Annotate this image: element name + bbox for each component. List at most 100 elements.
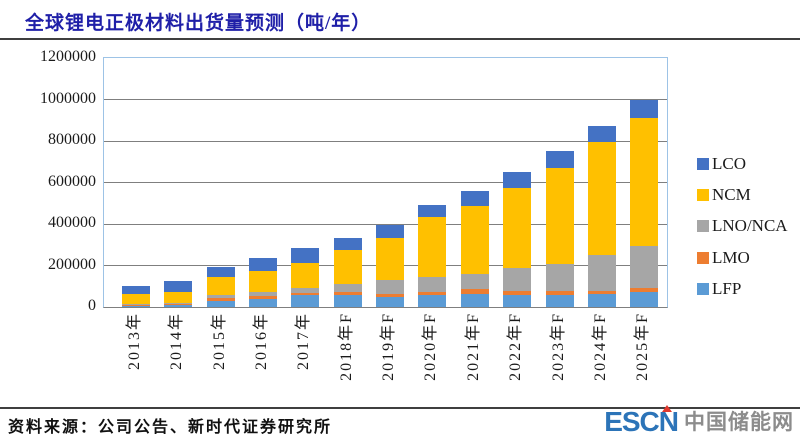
bar-segment-LFP (587, 293, 616, 307)
bar-segment-LNO/NCA (333, 284, 362, 293)
chart-title: 全球锂电正极材料出货量预测（吨/年） (25, 13, 372, 34)
x-axis-label-2015年: 2015年 (210, 312, 228, 371)
bar-2014年 (164, 58, 193, 307)
bar-segment-NCM (291, 262, 320, 288)
bar-2021年F (460, 58, 489, 307)
bar-segment-LMO (164, 303, 193, 306)
escn-site-name: 中国储能网 (684, 411, 794, 434)
legend-swatch-LMO (697, 251, 709, 264)
escn-logo: ESCN 中国储能网 (604, 405, 794, 436)
bar-segment-LFP (291, 295, 320, 307)
bar-segment-LFP (460, 293, 489, 307)
y-tick-label: 400000 (48, 214, 96, 231)
legend-swatch-LCO (697, 158, 709, 170)
bar-segment-LFP (545, 295, 574, 307)
y-tick-label: 800000 (48, 131, 96, 148)
x-axis-label-2021年F: 2021年F (464, 312, 482, 381)
x-axis-label-2025年F: 2025年F (634, 312, 652, 381)
bar-segment-NCM (503, 187, 532, 268)
bar-segment-LNO/NCA (164, 302, 193, 304)
bar-segment-NCM (376, 237, 405, 281)
bar-2018年F (333, 58, 362, 307)
bar-segment-NCM (460, 206, 489, 274)
legend-item-NCM: NCM (697, 183, 751, 207)
title-divider (0, 38, 800, 40)
bar-segment-LFP (206, 301, 235, 307)
bar-segment-NCM (587, 142, 616, 256)
footer-divider (0, 407, 800, 409)
bar-segment-LFP (503, 294, 532, 307)
source-note: 资料来源：公司公告、新时代证券研究所 (8, 419, 333, 436)
bar-segment-LMO (333, 292, 362, 296)
x-axis-label-2023年F: 2023年F (549, 312, 567, 381)
legend-label-LMO: LMO (712, 247, 750, 267)
y-tick-label: 1000000 (40, 89, 96, 107)
bar-segment-LCO (630, 99, 659, 119)
legend-item-LNO/NCA: LNO/NCA (697, 214, 788, 238)
bar-segment-LMO (291, 292, 320, 296)
legend-label-LNO/NCA: LNO/NCA (712, 216, 788, 236)
bar-segment-LNO/NCA (249, 292, 278, 297)
bar-segment-LMO (206, 297, 235, 302)
x-axis-label-2022年F: 2022年F (507, 312, 525, 381)
gridline-800000 (104, 140, 667, 142)
bar-segment-LNO/NCA (503, 267, 532, 292)
bar-segment-NCM (206, 277, 235, 296)
bar-segment-NCM (122, 294, 150, 304)
bar-segment-LMO (460, 289, 489, 294)
bar-segment-NCM (164, 292, 193, 303)
bar-2015年 (206, 58, 235, 307)
bar-segment-LCO (418, 205, 447, 218)
y-tick-label: 1200000 (40, 48, 96, 65)
gridline-400000 (104, 223, 667, 225)
bar-segment-LCO (291, 247, 320, 263)
bar-segment-LNO/NCA (630, 245, 659, 289)
x-axis-label-2016年: 2016年 (253, 312, 271, 371)
bar-segment-LMO (630, 288, 659, 292)
legend-item-LCO: LCO (697, 152, 746, 176)
bar-segment-LNO/NCA (545, 263, 574, 292)
bar-segment-NCM (333, 250, 362, 285)
chart-legend: LCO NCM LNO/NCA LMO LFP (684, 0, 800, 320)
bar-segment-LFP (333, 295, 362, 307)
legend-label-LFP: LFP (712, 278, 742, 298)
bar-segment-LFP (376, 297, 405, 307)
plot-area (103, 57, 668, 308)
legend-label-LCO: LCO (712, 154, 746, 173)
bar-segment-LNO/NCA (291, 287, 320, 293)
bar-segment-LCO (587, 126, 616, 143)
bar-segment-NCM (545, 167, 574, 264)
legend-item-LMO: LMO (697, 246, 750, 270)
bar-2024年F (587, 58, 616, 307)
x-axis-label-2019年F: 2019年F (380, 312, 398, 381)
y-tick-label: 0 (88, 297, 96, 314)
y-tick-label: 600000 (48, 172, 96, 190)
bar-2023年F (545, 58, 574, 307)
bar-segment-LMO (249, 296, 278, 299)
legend-swatch-LNO/NCA (697, 220, 709, 233)
legend-swatch-NCM (697, 189, 709, 202)
bar-2022年F (503, 58, 532, 307)
bar-segment-LMO (587, 290, 616, 294)
bar-segment-LFP (630, 291, 659, 307)
bar-segment-LFP (249, 298, 278, 307)
legend-label-NCM: NCM (712, 185, 751, 205)
x-axis-label-2017年: 2017年 (295, 312, 313, 371)
bar-segment-LCO (206, 266, 235, 278)
bar-2016年 (249, 58, 278, 307)
bar-segment-LNO/NCA (206, 295, 235, 298)
x-axis-label-2013年: 2013年 (126, 312, 143, 371)
gridline-1000000 (104, 99, 667, 100)
bar-segment-LNO/NCA (376, 280, 405, 294)
bar-segment-LMO (545, 291, 574, 296)
bar-segment-LMO (503, 291, 532, 295)
y-tick-label: 200000 (48, 255, 96, 273)
escn-logo-accent-icon (662, 405, 673, 412)
bar-segment-LCO (503, 172, 532, 188)
escn-logo-text: ESCN (604, 405, 679, 436)
bar-segment-LNO/NCA (460, 273, 489, 290)
bar-2013年 (122, 58, 150, 307)
bar-segment-LCO (333, 237, 362, 251)
legend-swatch-LFP (697, 282, 709, 295)
x-axis-label-2018年F: 2018年F (337, 312, 355, 381)
